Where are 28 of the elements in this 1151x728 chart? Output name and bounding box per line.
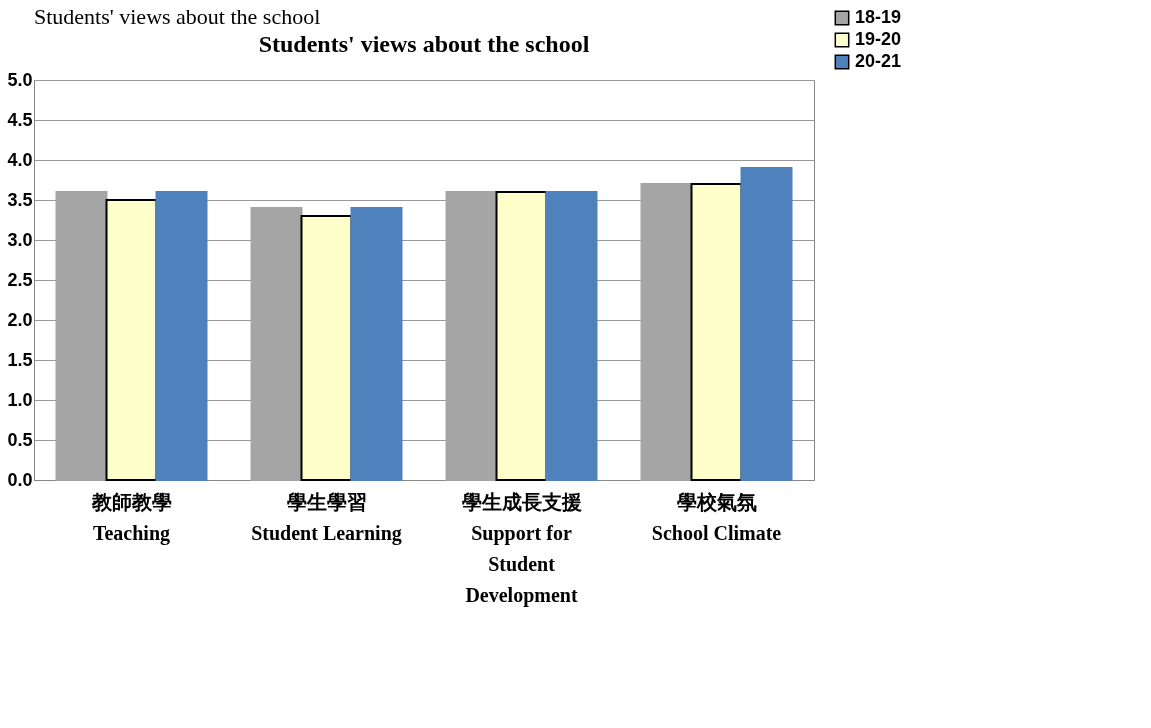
x-tick-label: 學生學習 Student Learning	[251, 490, 402, 545]
y-tick-label: 4.0	[7, 149, 33, 170]
bar	[545, 191, 598, 481]
y-tick-label: 1.0	[7, 389, 33, 410]
bar	[740, 167, 793, 481]
bar	[690, 183, 743, 481]
y-tick-label: 0.5	[7, 429, 33, 450]
y-tick-label: 0.0	[7, 469, 33, 490]
bar	[105, 199, 158, 481]
x-tick-label: 學生成長支援 Support for Student Development	[461, 490, 582, 607]
x-tick-label: 教師教學 Teaching	[90, 490, 172, 545]
legend-label: 19-20	[855, 29, 902, 49]
bar	[495, 191, 548, 481]
y-tick-label: 2.0	[7, 309, 33, 330]
y-tick-label: 4.5	[7, 109, 33, 130]
y-tick-label: 3.5	[7, 189, 33, 210]
chart-title: Students' views about the school	[258, 31, 590, 57]
y-tick-label: 5.0	[7, 69, 33, 90]
y-tick-label: 1.5	[7, 349, 33, 370]
x-tick-label: 學校氣氛 School Climate	[651, 490, 782, 544]
legend-label: 20-21	[855, 51, 902, 71]
bar	[300, 215, 353, 481]
legend-label: 18-19	[855, 7, 902, 27]
bar	[350, 207, 403, 481]
y-tick-label: 2.5	[7, 269, 33, 290]
text: Students' views about the school	[34, 4, 321, 29]
y-tick-label: 3.0	[7, 229, 33, 250]
bar	[155, 191, 208, 481]
